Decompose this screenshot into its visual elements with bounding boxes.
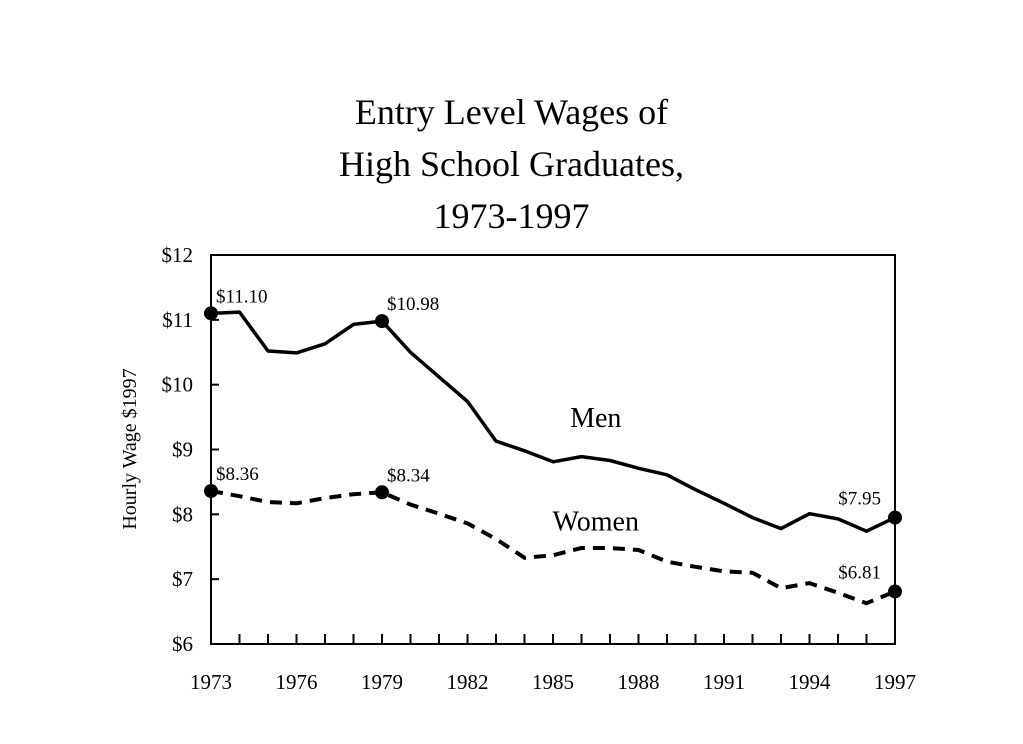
series-labels: Men Women [553, 403, 639, 538]
point-value-label: $10.98 [387, 294, 439, 315]
y-axis-label: Hourly Wage $1997 [119, 368, 141, 529]
y-axis-ticks: $6 $7 $8 $9 $10 $11 $12 [162, 243, 219, 656]
y-tick-label: $6 [172, 632, 193, 656]
chart-title-line-3: 1973-1997 [433, 196, 590, 236]
chart-title-line-2: High School Graduates, [339, 144, 684, 184]
chart-title-line-1: Entry Level Wages of [354, 92, 669, 132]
x-tick-label: 1979 [361, 670, 403, 694]
y-tick-label: $8 [172, 502, 193, 526]
highlighted-points: $11.10 $10.98 $7.95 $8.36 $8.34 $6.81 [204, 286, 902, 599]
point-value-label: $11.10 [216, 286, 268, 307]
x-tick-label: 1976 [276, 670, 318, 694]
x-tick-label: 1985 [532, 670, 574, 694]
x-tick-label: 1973 [190, 670, 232, 694]
point-marker-men [888, 510, 902, 525]
chart-title: Entry Level Wages of High School Graduat… [0, 86, 1023, 242]
point-marker-women [375, 485, 389, 500]
x-tick-label: 1997 [874, 670, 916, 694]
y-tick-label: $11 [162, 308, 193, 332]
x-axis-ticks: 1973 1976 1979 1982 1985 1988 1991 1994 1997 [190, 634, 916, 694]
x-tick-label: 1988 [618, 670, 660, 694]
y-tick-label: $10 [162, 373, 194, 397]
x-tick-label: 1994 [789, 670, 832, 694]
series-label-women: Women [553, 507, 639, 538]
point-value-label: $6.81 [838, 562, 881, 583]
y-tick-label: $12 [162, 243, 194, 267]
x-tick-label: 1982 [447, 670, 489, 694]
point-marker-men [375, 314, 389, 329]
series-line-men [210, 310, 896, 533]
series-label-men: Men [570, 403, 621, 434]
point-value-label: $7.95 [838, 489, 881, 510]
y-tick-label: $9 [172, 438, 193, 462]
point-marker-women [888, 584, 902, 599]
x-tick-label: 1991 [703, 670, 745, 694]
point-marker-women [204, 483, 218, 498]
series-lines [210, 310, 896, 606]
point-value-label: $8.34 [387, 465, 430, 486]
point-marker-men [204, 306, 218, 321]
point-value-label: $8.36 [216, 464, 259, 485]
y-tick-label: $7 [172, 567, 193, 591]
